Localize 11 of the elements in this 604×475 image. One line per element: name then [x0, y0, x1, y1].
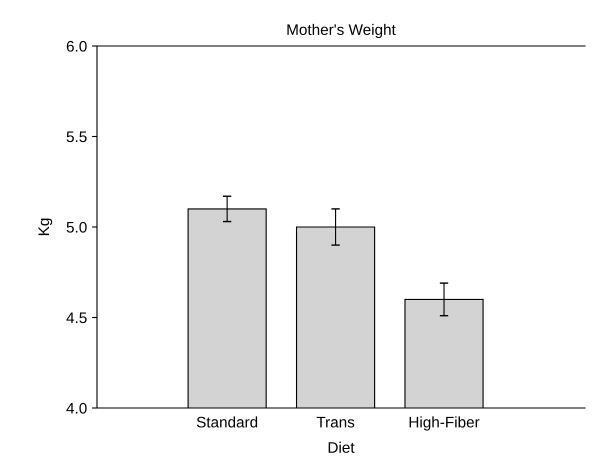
y-axis-title: Kg [38, 218, 52, 236]
y-tick-label: 5.5 [66, 132, 87, 142]
x-tick-label: High-Fiber [410, 416, 480, 431]
x-tick-label: Standard [196, 416, 258, 428]
x-axis-title: Diet [328, 442, 354, 453]
y-tick-label: 5.0 [66, 222, 87, 233]
y-tick-label: 4.5 [66, 312, 87, 324]
x-tick-label: Trans [316, 416, 354, 428]
chart-title: Mother's Weight [287, 24, 396, 38]
y-tick-label: 6.0 [66, 40, 87, 52]
y-tick-label: 4.0 [66, 402, 87, 414]
